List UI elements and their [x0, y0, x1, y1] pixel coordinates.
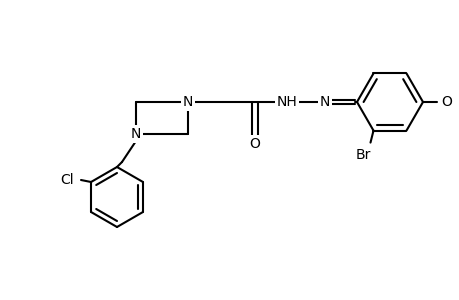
- Text: Br: Br: [355, 148, 370, 162]
- Text: O: O: [249, 137, 260, 151]
- Text: N: N: [130, 127, 141, 141]
- Text: N: N: [182, 95, 193, 109]
- Text: NH: NH: [276, 95, 297, 109]
- Text: O: O: [441, 95, 452, 109]
- Text: Cl: Cl: [60, 173, 74, 187]
- Text: N: N: [319, 95, 330, 109]
